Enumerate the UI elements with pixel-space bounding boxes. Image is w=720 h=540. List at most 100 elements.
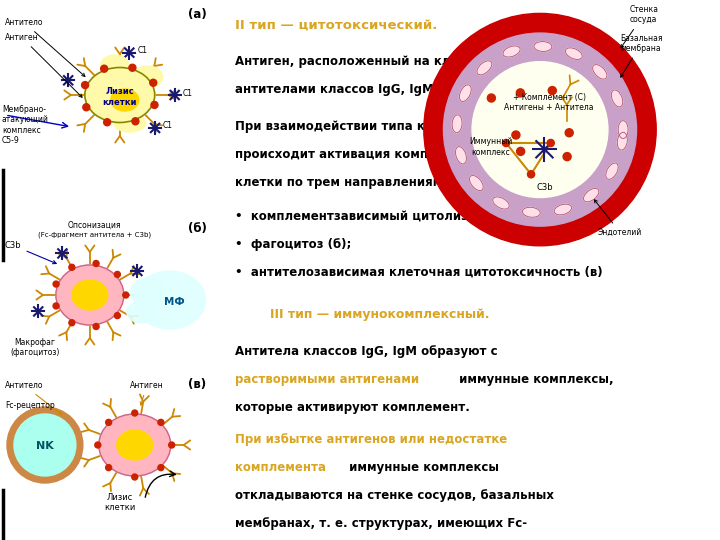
Ellipse shape bbox=[134, 271, 206, 329]
Circle shape bbox=[563, 153, 571, 160]
Circle shape bbox=[517, 147, 525, 156]
Circle shape bbox=[123, 292, 129, 298]
Circle shape bbox=[487, 94, 495, 102]
Ellipse shape bbox=[456, 147, 467, 164]
Text: •  комплементзависимый цитолиз (а);: • комплементзависимый цитолиз (а); bbox=[235, 210, 495, 223]
Ellipse shape bbox=[523, 207, 540, 217]
Circle shape bbox=[158, 420, 164, 426]
Ellipse shape bbox=[606, 163, 618, 179]
Text: Лизис
клетки: Лизис клетки bbox=[104, 492, 135, 512]
Text: C1: C1 bbox=[163, 122, 173, 131]
Text: II тип — цитотоксический.: II тип — цитотоксический. bbox=[235, 19, 437, 32]
Text: Стенка
сосуда: Стенка сосуда bbox=[621, 5, 658, 48]
Text: При взаимодействии типа клетка-антиген-антитело: При взаимодействии типа клетка-антиген-а… bbox=[235, 120, 590, 133]
Circle shape bbox=[472, 62, 608, 198]
Ellipse shape bbox=[611, 90, 623, 107]
Circle shape bbox=[528, 171, 535, 178]
Circle shape bbox=[93, 260, 99, 266]
Text: III тип — иммунокомплексный.: III тип — иммунокомплексный. bbox=[269, 308, 489, 321]
Circle shape bbox=[53, 303, 59, 309]
Ellipse shape bbox=[72, 280, 108, 310]
Text: Антиген: Антиген bbox=[5, 33, 82, 97]
Ellipse shape bbox=[459, 85, 471, 102]
Text: Лизис
клетки: Лизис клетки bbox=[102, 87, 137, 107]
Text: комплемента: комплемента bbox=[235, 461, 325, 474]
Circle shape bbox=[129, 64, 136, 71]
Text: откладываются на стенке сосудов, базальных: откладываются на стенке сосудов, базальн… bbox=[235, 489, 554, 502]
Ellipse shape bbox=[503, 46, 520, 57]
Ellipse shape bbox=[132, 66, 163, 88]
Text: Антиген: Антиген bbox=[130, 381, 163, 405]
Ellipse shape bbox=[583, 188, 599, 202]
Ellipse shape bbox=[565, 48, 582, 59]
Text: С3b: С3b bbox=[536, 184, 553, 192]
Ellipse shape bbox=[127, 301, 157, 323]
Circle shape bbox=[132, 474, 138, 480]
Text: •  фагоцитоз (б);: • фагоцитоз (б); bbox=[235, 238, 351, 251]
Text: (а): (а) bbox=[188, 8, 207, 21]
Circle shape bbox=[424, 14, 656, 246]
Circle shape bbox=[168, 442, 175, 448]
Text: происходит активация комплемента и разрушение: происходит активация комплемента и разру… bbox=[235, 148, 585, 161]
Text: С3b: С3b bbox=[5, 241, 56, 264]
Circle shape bbox=[114, 272, 120, 278]
Text: Базальная
мембрана: Базальная мембрана bbox=[621, 33, 663, 77]
Text: растворимыми антигенами: растворимыми антигенами bbox=[235, 373, 419, 386]
Text: Эндотелий: Эндотелий bbox=[594, 200, 642, 237]
Text: + Комплемент (С): + Комплемент (С) bbox=[513, 93, 586, 102]
Circle shape bbox=[81, 82, 89, 89]
Circle shape bbox=[150, 79, 157, 86]
Text: МФ: МФ bbox=[164, 297, 185, 307]
Text: (в): (в) bbox=[188, 378, 206, 391]
Circle shape bbox=[158, 464, 164, 471]
Circle shape bbox=[93, 323, 99, 329]
Ellipse shape bbox=[56, 265, 124, 325]
Circle shape bbox=[69, 264, 75, 271]
Circle shape bbox=[548, 86, 557, 94]
Text: антителами классов IgG, IgM.: антителами классов IgG, IgM. bbox=[235, 84, 438, 97]
Circle shape bbox=[512, 131, 520, 139]
Text: Опсонизация: Опсонизация bbox=[68, 221, 122, 230]
Ellipse shape bbox=[554, 204, 572, 215]
Ellipse shape bbox=[101, 55, 129, 75]
Circle shape bbox=[83, 104, 90, 111]
Text: При избытке антигенов или недостатке: При избытке антигенов или недостатке bbox=[235, 433, 507, 446]
Text: Антитела классов IgG, IgM образуют с: Антитела классов IgG, IgM образуют с bbox=[235, 345, 498, 357]
Text: (б): (б) bbox=[188, 222, 207, 235]
Text: Мембрано-
атакующий
комплекс
С5-9: Мембрано- атакующий комплекс С5-9 bbox=[2, 105, 49, 145]
Circle shape bbox=[114, 313, 120, 319]
Text: иммунные комплексы,: иммунные комплексы, bbox=[455, 373, 613, 386]
Ellipse shape bbox=[617, 132, 627, 150]
Circle shape bbox=[106, 420, 112, 426]
Circle shape bbox=[106, 464, 112, 471]
Ellipse shape bbox=[117, 430, 153, 460]
Circle shape bbox=[132, 410, 138, 416]
Circle shape bbox=[101, 65, 108, 72]
Text: (Fc-фрагмент антитела + С3b): (Fc-фрагмент антитела + С3b) bbox=[38, 232, 151, 239]
Ellipse shape bbox=[130, 278, 165, 306]
Circle shape bbox=[53, 281, 59, 287]
Ellipse shape bbox=[593, 65, 607, 79]
Ellipse shape bbox=[534, 42, 552, 51]
Text: Fc-рецептор: Fc-рецептор bbox=[5, 401, 70, 435]
Text: Антиген, расположенный на клетке, «узнается»: Антиген, расположенный на клетке, «узнае… bbox=[235, 56, 565, 69]
Circle shape bbox=[14, 414, 76, 476]
Text: которые активируют комплемент.: которые активируют комплемент. bbox=[235, 401, 469, 414]
Circle shape bbox=[516, 89, 524, 97]
Circle shape bbox=[547, 139, 554, 146]
Circle shape bbox=[104, 119, 111, 126]
Text: NK: NK bbox=[36, 441, 54, 451]
Circle shape bbox=[151, 102, 158, 109]
Text: •  антителозависимая клеточная цитотоксичность (в): • антителозависимая клеточная цитотоксич… bbox=[235, 266, 602, 279]
Circle shape bbox=[7, 407, 83, 483]
Text: Макрофаг
(фагоцитоз): Макрофаг (фагоцитоз) bbox=[10, 338, 60, 357]
Ellipse shape bbox=[85, 68, 155, 123]
Circle shape bbox=[444, 33, 636, 226]
Text: Антитело: Антитело bbox=[5, 381, 62, 415]
Circle shape bbox=[503, 139, 510, 146]
Text: C1: C1 bbox=[138, 46, 148, 55]
Text: Иммунный
комплекс: Иммунный комплекс bbox=[469, 137, 513, 157]
Text: Антигены + Антитела: Антигены + Антитела bbox=[504, 103, 594, 112]
Ellipse shape bbox=[452, 115, 462, 133]
Ellipse shape bbox=[618, 120, 628, 139]
